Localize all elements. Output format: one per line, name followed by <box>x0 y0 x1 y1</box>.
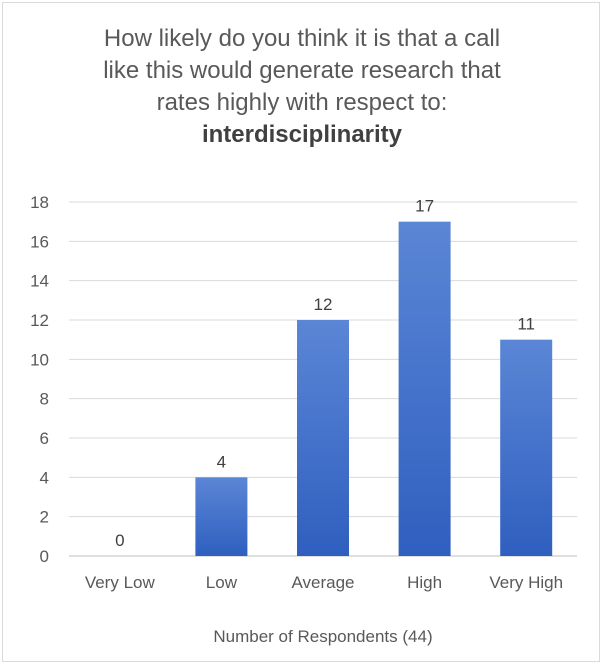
bar <box>297 320 349 556</box>
bar <box>500 339 553 556</box>
data-label: 12 <box>314 295 333 314</box>
category-label: Very High <box>489 573 563 592</box>
category-label: High <box>407 573 442 592</box>
data-label: 11 <box>517 315 535 334</box>
y-axis: 0 2 4 6 8 10 12 14 16 18 <box>30 193 49 566</box>
y-tick-label: 18 <box>30 193 49 212</box>
x-axis-title: Number of Respondents (44) <box>213 627 432 646</box>
bar <box>398 221 451 556</box>
y-tick-label: 10 <box>30 350 49 369</box>
y-tick-label: 4 <box>40 468 49 487</box>
bar-chart: 0 2 4 6 8 10 12 14 16 18 0 4 12 17 11 Very Low Low Aver… <box>30 193 577 646</box>
y-tick-label: 6 <box>40 429 49 448</box>
bars <box>195 221 553 556</box>
y-tick-label: 2 <box>40 508 49 527</box>
category-label: Average <box>291 573 354 592</box>
chart-title-line-2: like this would generate research that <box>103 57 501 84</box>
y-tick-label: 8 <box>40 390 49 409</box>
data-labels: 0 4 12 17 11 <box>115 197 535 550</box>
data-label: 17 <box>415 197 434 216</box>
category-label: Low <box>206 573 238 592</box>
y-tick-label: 0 <box>40 547 49 566</box>
y-tick-label: 16 <box>30 232 49 251</box>
bar <box>195 477 248 556</box>
y-tick-label: 14 <box>30 272 49 291</box>
category-label: Very Low <box>85 573 156 592</box>
chart-title-line-1: How likely do you think it is that a cal… <box>103 25 501 52</box>
data-label: 0 <box>115 531 124 550</box>
y-tick-label: 12 <box>30 311 49 330</box>
chart-title-line-3: rates highly with respect to: <box>156 89 448 116</box>
data-label: 4 <box>217 452 226 471</box>
chart-title: How likely do you think it is that a cal… <box>3 23 601 151</box>
chart-title-bold: interdisciplinarity <box>201 121 403 148</box>
x-axis: Very Low Low Average High Very High <box>85 573 563 592</box>
